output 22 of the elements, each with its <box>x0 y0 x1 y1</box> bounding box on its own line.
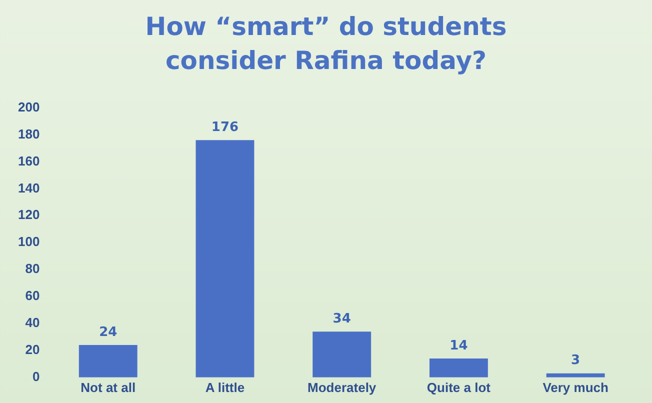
x-tick-label: Quite a lot <box>426 380 492 395</box>
x-tick-label: Not at all <box>80 380 136 395</box>
data-label: 34 <box>332 311 351 326</box>
data-label: 3 <box>571 353 580 368</box>
y-tick-label: 140 <box>18 180 40 196</box>
y-tick-label: 120 <box>18 207 40 222</box>
y-tick-label: 20 <box>25 342 40 358</box>
data-label: 14 <box>450 338 468 354</box>
data-label: 176 <box>211 120 239 136</box>
data-label: 24 <box>99 324 118 340</box>
y-tick-label: 40 <box>25 315 40 330</box>
x-tick-label: A little <box>205 380 245 395</box>
x-tick-label: Very much <box>542 380 608 395</box>
y-tick-label: 160 <box>18 153 40 168</box>
x-tick-label: Moderately <box>308 380 377 395</box>
chart-title: How “smart” do students consider Rafina today? <box>144 11 508 77</box>
y-tick-label: 180 <box>18 126 40 142</box>
y-tick-label: 200 <box>18 99 40 114</box>
y-tick-label: 0 <box>32 368 40 384</box>
y-tick-label: 80 <box>25 261 40 276</box>
y-tick-label: 60 <box>25 288 40 304</box>
y-tick-label: 100 <box>18 234 40 250</box>
